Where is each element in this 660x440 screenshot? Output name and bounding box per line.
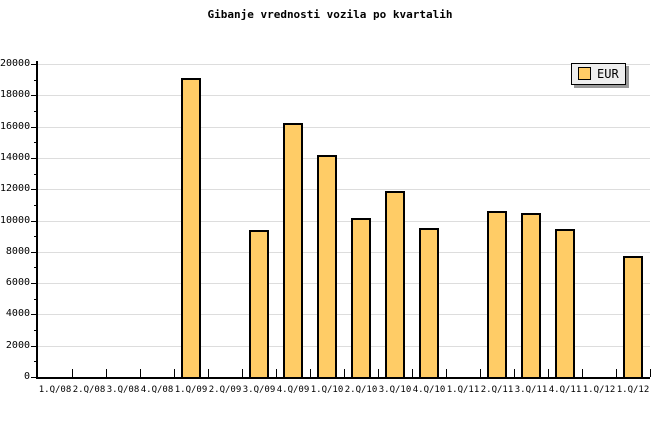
x-tick-label: 3.Q/10: [378, 385, 412, 395]
y-axis-major-tick: [31, 220, 38, 222]
bar: [521, 213, 541, 379]
x-tick-label: 1.Q/10: [310, 385, 344, 395]
y-tick-label: 6000: [5, 277, 30, 289]
bar: [555, 229, 575, 379]
bar: [317, 154, 337, 379]
x-axis-tick: [242, 369, 243, 377]
y-axis-major-tick: [31, 189, 38, 191]
bar: [351, 218, 371, 379]
bar: [419, 227, 439, 379]
bar: [283, 122, 303, 379]
gridline: [38, 64, 650, 65]
gridline: [38, 126, 650, 128]
x-axis-tick: [412, 369, 413, 377]
y-axis-major-tick: [31, 377, 38, 378]
x-axis-tick: [446, 369, 447, 377]
x-tick-label: 3.Q/08: [106, 385, 140, 395]
gridline: [38, 95, 650, 97]
x-tick-label: 4.Q/08: [140, 385, 174, 395]
y-axis-major-tick: [31, 314, 38, 316]
x-tick-label: 1.Q/12: [616, 385, 650, 395]
y-axis-major-tick: [31, 126, 38, 128]
x-tick-label: 2.Q/08: [72, 385, 106, 395]
x-tick-label: 3.Q/11: [514, 385, 548, 395]
x-axis-tick: [616, 369, 617, 377]
x-axis-tick: [72, 369, 73, 377]
x-axis-line: [36, 377, 650, 379]
y-tick-label: 4000: [5, 308, 30, 320]
x-axis-tick: [378, 369, 379, 377]
bar: [181, 78, 201, 379]
x-tick-label: 1.Q/12: [582, 385, 616, 395]
x-tick-label: 2.Q/11: [480, 385, 514, 395]
x-axis-tick: [310, 369, 311, 377]
y-tick-label: 0: [23, 371, 30, 382]
y-axis-major-tick: [31, 345, 38, 347]
y-tick-label: 10000: [0, 214, 31, 226]
x-axis-tick: [140, 369, 141, 377]
chart-title: Gibanje vrednosti vozila po kvartalih: [207, 8, 453, 21]
gridline: [38, 220, 650, 222]
y-tick-label: 14000: [0, 151, 31, 163]
y-tick-label: 2000: [5, 339, 30, 351]
x-axis-tick: [106, 369, 107, 377]
bar: [487, 211, 507, 379]
y-tick-label: 18000: [0, 89, 31, 101]
gridline: [38, 189, 650, 191]
x-tick-label: 1.Q/09: [174, 385, 208, 395]
bar: [623, 255, 643, 379]
y-tick-label: 20000: [0, 58, 31, 69]
gridline: [38, 283, 650, 285]
gridline: [38, 251, 650, 253]
y-tick-label: 12000: [0, 183, 31, 195]
x-tick-label: 3.Q/09: [242, 385, 276, 395]
bar: [249, 229, 269, 379]
y-axis-line: [36, 61, 38, 379]
y-axis-major-tick: [31, 64, 38, 65]
x-tick-label: 4.Q/10: [412, 385, 446, 395]
x-axis-tick: [480, 369, 481, 377]
x-axis-tick: [344, 369, 345, 377]
x-tick-label: 1.Q/11: [446, 385, 480, 395]
x-tick-label: 4.Q/09: [276, 385, 310, 395]
x-axis-tick: [650, 369, 651, 377]
gridline: [38, 345, 650, 347]
y-axis-major-tick: [31, 251, 38, 253]
x-axis-tick: [276, 369, 277, 377]
y-axis-major-tick: [31, 283, 38, 285]
x-axis-tick: [548, 369, 549, 377]
y-tick-label: 8000: [5, 245, 30, 257]
x-axis-tick: [174, 369, 175, 377]
legend-swatch-eur: [578, 67, 591, 80]
x-tick-label: 2.Q/10: [344, 385, 378, 395]
y-axis-major-tick: [31, 157, 38, 159]
gridline: [38, 157, 650, 159]
bar: [385, 190, 405, 379]
x-tick-label: 2.Q/09: [208, 385, 242, 395]
x-tick-label: 4.Q/11: [548, 385, 582, 395]
gridline: [38, 314, 650, 316]
x-tick-label: 1.Q/08: [38, 385, 72, 395]
y-axis-major-tick: [31, 95, 38, 97]
x-axis-tick: [582, 369, 583, 377]
x-axis-tick: [514, 369, 515, 377]
x-axis-tick: [208, 369, 209, 377]
y-tick-label: 16000: [0, 120, 31, 132]
legend: EUR: [571, 63, 626, 85]
legend-label: EUR: [597, 67, 619, 81]
